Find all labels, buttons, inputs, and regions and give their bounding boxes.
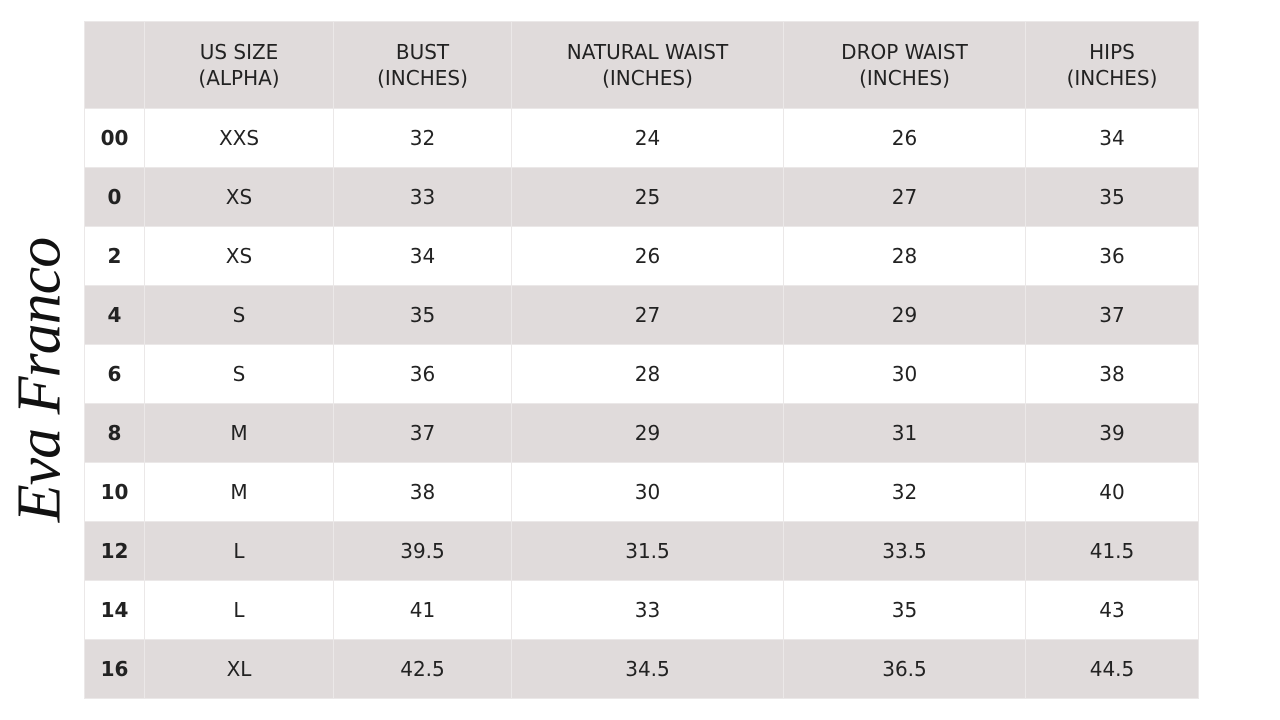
size-cell: 2 xyxy=(84,226,145,286)
table-cell: 36 xyxy=(333,344,512,404)
table-cell: XS xyxy=(144,167,334,227)
size-cell: 00 xyxy=(84,108,145,168)
table-row: 6 S 36 28 30 38 xyxy=(84,344,1199,404)
table-cell: S xyxy=(144,344,334,404)
table-cell: 34.5 xyxy=(511,639,784,699)
table-cell: 33.5 xyxy=(783,521,1026,581)
table-cell: 41 xyxy=(333,580,512,640)
table-cell: 39.5 xyxy=(333,521,512,581)
table-cell: 44.5 xyxy=(1025,639,1199,699)
table-cell: S xyxy=(144,285,334,345)
table-cell: 28 xyxy=(511,344,784,404)
table-cell: 26 xyxy=(783,108,1026,168)
header-text: DROP WAIST xyxy=(841,40,968,64)
header-cell: HIPS (INCHES) xyxy=(1025,21,1199,109)
header-text: US SIZE xyxy=(199,40,279,64)
table-cell: 35 xyxy=(333,285,512,345)
table-cell: 26 xyxy=(511,226,784,286)
table-cell: XXS xyxy=(144,108,334,168)
header-cell: DROP WAIST (INCHES) xyxy=(783,21,1026,109)
table-cell: 31.5 xyxy=(511,521,784,581)
table-body: 00 XXS 32 24 26 34 0 XS 33 25 27 35 2 XS 34 26 28 36 4 S 35 2… xyxy=(84,108,1199,699)
table-cell: 27 xyxy=(511,285,784,345)
table-cell: 40 xyxy=(1025,462,1199,522)
table-cell: 37 xyxy=(1025,285,1199,345)
header-text: (INCHES) xyxy=(602,66,693,90)
header-cell: BUST (INCHES) xyxy=(333,21,512,109)
size-cell: 10 xyxy=(84,462,145,522)
table-cell: 43 xyxy=(1025,580,1199,640)
table-cell: 33 xyxy=(333,167,512,227)
header-cell xyxy=(84,21,145,109)
table-cell: 34 xyxy=(333,226,512,286)
table-row: 14 L 41 33 35 43 xyxy=(84,580,1199,640)
table-cell: 31 xyxy=(783,403,1026,463)
table-cell: 28 xyxy=(783,226,1026,286)
header-text: BUST xyxy=(395,40,450,64)
header-cell: NATURAL WAIST (INCHES) xyxy=(511,21,784,109)
header-text: (INCHES) xyxy=(1066,66,1158,90)
table-row: 16 XL 42.5 34.5 36.5 44.5 xyxy=(84,639,1199,699)
table-cell: L xyxy=(144,580,334,640)
table-cell: 25 xyxy=(511,167,784,227)
table-cell: 32 xyxy=(783,462,1026,522)
table-cell: 38 xyxy=(333,462,512,522)
header-row: US SIZE (ALPHA) BUST (INCHES) NATURAL WAIST(… xyxy=(84,21,1199,109)
table-cell: 29 xyxy=(511,403,784,463)
table-header: US SIZE (ALPHA) BUST (INCHES) NATURAL WAIST(… xyxy=(84,21,1199,109)
table-cell: 42.5 xyxy=(333,639,512,699)
table-cell: 35 xyxy=(1025,167,1199,227)
table-cell: 24 xyxy=(511,108,784,168)
size-cell: 0 xyxy=(84,167,145,227)
table-cell: M xyxy=(144,403,334,463)
header-text: (ALPHA) xyxy=(198,66,280,90)
table-cell: 35 xyxy=(783,580,1026,640)
size-table: US SIZE (ALPHA) BUST (INCHES) NATURAL WAIST(… xyxy=(84,21,1199,699)
table-cell: 34 xyxy=(1025,108,1199,168)
table-row: 2 XS 34 26 28 36 xyxy=(84,226,1199,286)
header-text: NATURAL WAIST xyxy=(566,40,729,64)
size-cell: 8 xyxy=(84,403,145,463)
table-cell: 33 xyxy=(511,580,784,640)
table-cell: 29 xyxy=(783,285,1026,345)
size-cell: 16 xyxy=(84,639,145,699)
table-cell: XS xyxy=(144,226,334,286)
size-cell: 6 xyxy=(84,344,145,404)
table-cell: M xyxy=(144,462,334,522)
table-cell: 38 xyxy=(1025,344,1199,404)
table-cell: XL xyxy=(144,639,334,699)
table-row: 00 XXS 32 24 26 34 xyxy=(84,108,1199,168)
table-cell: 36 xyxy=(1025,226,1199,286)
size-cell: 12 xyxy=(84,521,145,581)
header-text: (INCHES) xyxy=(859,66,950,90)
size-cell: 4 xyxy=(84,285,145,345)
header-cell: US SIZE (ALPHA) xyxy=(144,21,334,109)
table-cell: L xyxy=(144,521,334,581)
header-text: HIPS xyxy=(1089,40,1135,64)
table-row: 4 S 35 27 29 37 xyxy=(84,285,1199,345)
header-text: (INCHES) xyxy=(377,66,468,90)
table-cell: 36.5 xyxy=(783,639,1026,699)
table-cell: 32 xyxy=(333,108,512,168)
size-cell: 14 xyxy=(84,580,145,640)
table-row: 10 M 38 30 32 40 xyxy=(84,462,1199,522)
table-cell: 37 xyxy=(333,403,512,463)
table-cell: 27 xyxy=(783,167,1026,227)
table-cell: 30 xyxy=(783,344,1026,404)
table-row: 12 L 39.5 31.5 33.5 41.5 xyxy=(84,521,1199,581)
table-row: 8 M 37 29 31 39 xyxy=(84,403,1199,463)
table-row: 0 XS 33 25 27 35 xyxy=(84,167,1199,227)
brand-logo: Eva Franco xyxy=(5,237,74,523)
table-cell: 41.5 xyxy=(1025,521,1199,581)
table-cell: 30 xyxy=(511,462,784,522)
table-cell: 39 xyxy=(1025,403,1199,463)
